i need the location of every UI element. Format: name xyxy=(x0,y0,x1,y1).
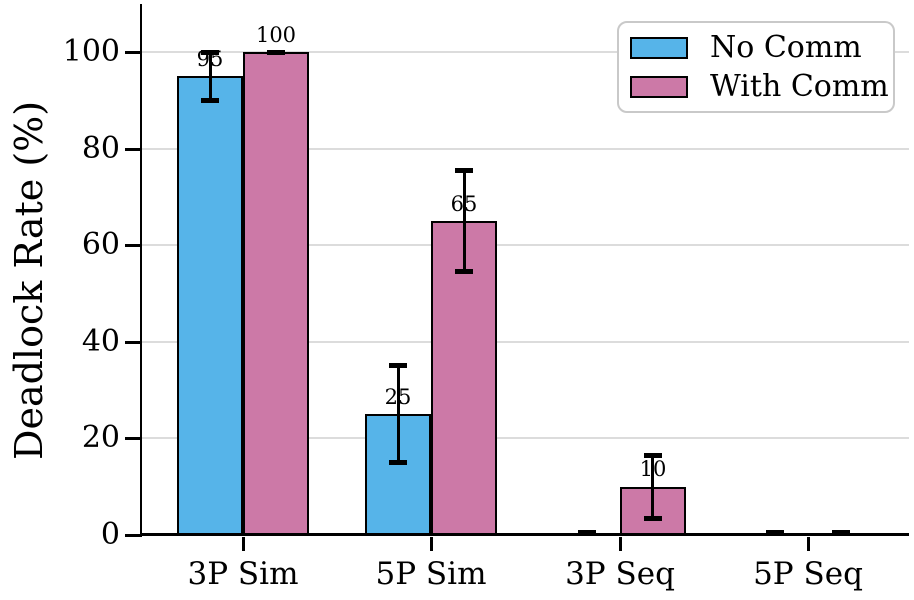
error-cap-top-with-comm-5p-sim xyxy=(455,168,473,173)
legend: No Comm With Comm xyxy=(617,21,895,113)
y-tick-label-100: 100 xyxy=(62,34,120,69)
y-tick-80 xyxy=(125,148,140,151)
x-tick-5p-seq xyxy=(807,537,810,551)
error-bar-no-comm-5p-sim xyxy=(397,366,400,463)
bar-with-comm-3p-sim xyxy=(243,52,309,535)
x-tick-label-5p-seq: 5P Seq xyxy=(753,556,863,592)
error-bar-with-comm-5p-sim xyxy=(463,170,466,271)
y-tick-60 xyxy=(125,244,140,247)
y-tick-label-60: 60 xyxy=(81,227,120,262)
legend-swatch-with-comm xyxy=(630,75,688,98)
x-tick-5p-sim xyxy=(430,537,433,551)
gridline-40 xyxy=(142,341,909,343)
legend-item-with-comm: With Comm xyxy=(619,68,893,104)
error-cap-bottom-no-comm-5p-sim xyxy=(389,460,407,465)
error-cap-top-with-comm-3p-seq xyxy=(644,453,662,458)
legend-item-no-comm: No Comm xyxy=(619,29,893,65)
y-tick-label-80: 80 xyxy=(81,131,120,166)
error-cap-single-with-comm-3p-sim xyxy=(267,50,285,55)
bar-value-label-with-comm-5p-sim: 65 xyxy=(450,192,478,216)
y-tick-40 xyxy=(125,341,140,344)
y-tick-label-0: 0 xyxy=(100,517,120,552)
bar-no-comm-3p-sim xyxy=(177,76,243,535)
y-axis-spine xyxy=(140,4,142,537)
gridline-80 xyxy=(142,148,909,150)
error-bar-no-comm-3p-sim xyxy=(209,52,212,100)
x-tick-3p-seq xyxy=(619,537,622,551)
error-cap-single-no-comm-5p-seq xyxy=(766,530,784,535)
x-axis-spine xyxy=(140,533,909,536)
y-tick-label-20: 20 xyxy=(81,420,120,455)
error-cap-top-no-comm-5p-sim xyxy=(389,363,407,368)
y-tick-label-40: 40 xyxy=(81,324,120,359)
error-cap-single-with-comm-5p-seq xyxy=(832,530,850,535)
bar-value-label-with-comm-3p-sim: 100 xyxy=(255,23,297,47)
x-tick-3p-sim xyxy=(242,537,245,551)
error-cap-top-no-comm-3p-sim xyxy=(201,50,219,55)
error-cap-bottom-with-comm-5p-sim xyxy=(455,269,473,274)
x-tick-label-3p-seq: 3P Seq xyxy=(565,556,675,592)
x-tick-label-5p-sim: 5P Sim xyxy=(375,556,487,592)
gridline-60 xyxy=(142,244,909,246)
y-tick-100 xyxy=(125,51,140,54)
bar-value-label-no-comm-3p-sim: 95 xyxy=(196,47,224,71)
bar-value-label-no-comm-5p-sim: 25 xyxy=(384,385,412,409)
legend-swatch-no-comm xyxy=(630,36,688,59)
legend-label-with-comm: With Comm xyxy=(710,68,889,104)
gridline-20 xyxy=(142,437,909,439)
y-tick-20 xyxy=(125,437,140,440)
bar-value-label-with-comm-3p-seq: 10 xyxy=(639,457,667,481)
y-tick-0 xyxy=(125,534,140,537)
error-cap-single-no-comm-3p-seq xyxy=(578,530,596,535)
legend-label-no-comm: No Comm xyxy=(710,29,862,65)
gridline-100 xyxy=(142,51,909,53)
error-cap-bottom-with-comm-3p-seq xyxy=(644,516,662,521)
error-cap-bottom-no-comm-3p-sim xyxy=(201,98,219,103)
x-tick-label-3p-sim: 3P Sim xyxy=(187,556,299,592)
error-bar-with-comm-3p-seq xyxy=(651,455,654,518)
